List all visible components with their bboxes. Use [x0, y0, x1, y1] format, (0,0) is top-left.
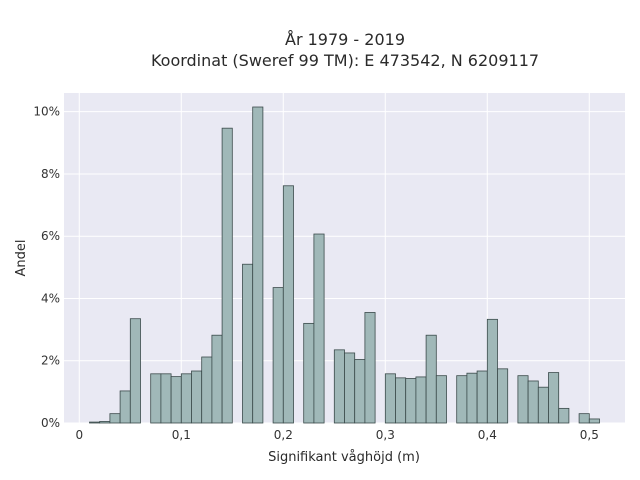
histogram-bar — [313, 233, 325, 424]
y-tick-label: 6% — [41, 229, 60, 243]
histogram-bar — [201, 356, 213, 424]
y-axis-title: Andel — [14, 240, 29, 277]
histogram-bar — [272, 287, 284, 424]
histogram-bar — [129, 318, 141, 424]
histogram-bar — [89, 421, 101, 424]
histogram-bar — [435, 375, 447, 424]
histogram-bar — [456, 375, 468, 424]
histogram-bar — [211, 334, 223, 424]
histogram-bar — [119, 390, 131, 424]
histogram-bar — [242, 263, 254, 424]
histogram-bar — [333, 349, 345, 424]
histogram-bar — [109, 413, 121, 424]
histogram-bar — [191, 370, 203, 424]
histogram-bar — [466, 372, 478, 424]
y-tick-label: 0% — [41, 416, 60, 430]
histogram-bar — [497, 368, 509, 424]
histogram-bar — [354, 359, 366, 424]
histogram-bar — [537, 386, 549, 424]
histogram-bar — [476, 370, 488, 424]
x-tick-label: 0,1 — [172, 428, 191, 442]
histogram-bar — [344, 352, 356, 424]
y-tick-label: 2% — [41, 354, 60, 368]
chart-title-line-2: Koordinat (Sweref 99 TM): E 473542, N 62… — [151, 51, 539, 70]
x-tick-labels: 0 0,1 0,2 0,3 0,4 0,5 — [75, 428, 598, 442]
histogram-bar — [405, 378, 417, 424]
x-tick-label: 0,3 — [376, 428, 395, 442]
histogram-bar — [486, 318, 498, 424]
histogram-bar — [588, 418, 600, 424]
histogram-bar — [252, 106, 264, 424]
y-tick-label: 10% — [33, 105, 60, 119]
histogram-bar — [282, 185, 294, 424]
histogram-bar — [395, 377, 407, 424]
histogram-bar — [578, 413, 590, 424]
x-tick-label: 0,5 — [580, 428, 599, 442]
histogram-bar — [517, 375, 529, 424]
y-tick-labels: 0% 2% 4% 6% 8% 10% — [33, 105, 60, 430]
histogram-bar — [99, 421, 111, 424]
histogram-bar — [170, 376, 182, 424]
x-axis-title: Signifikant våghöjd (m) — [268, 450, 420, 465]
histogram-bar — [415, 376, 427, 424]
histogram-bar — [160, 373, 172, 424]
chart-title-line-1: År 1979 - 2019 — [285, 30, 405, 49]
histogram-bar — [548, 372, 560, 424]
histogram-bar — [384, 373, 396, 424]
y-tick-label: 4% — [41, 291, 60, 305]
x-tick-label: 0 — [75, 428, 83, 442]
histogram-bar — [221, 127, 233, 424]
histogram-bar — [527, 380, 539, 424]
y-tick-label: 8% — [41, 167, 60, 181]
bars — [89, 106, 600, 424]
histogram-bar — [180, 373, 192, 424]
histogram-bar — [558, 407, 570, 424]
histogram-bar — [364, 312, 376, 424]
histogram-bar — [425, 334, 437, 424]
histogram-bar — [303, 322, 315, 424]
x-tick-label: 0,4 — [478, 428, 497, 442]
histogram-bar — [150, 373, 162, 424]
x-tick-label: 0,2 — [274, 428, 293, 442]
